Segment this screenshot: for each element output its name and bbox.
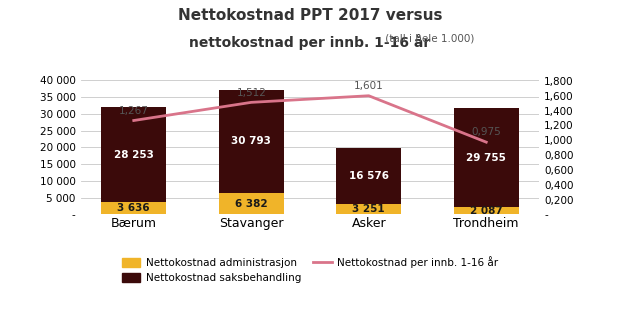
Text: 1,512: 1,512: [236, 88, 266, 98]
Text: Nettokostnad PPT 2017 versus: Nettokostnad PPT 2017 versus: [178, 8, 442, 23]
Text: 16 576: 16 576: [348, 171, 389, 181]
Bar: [219, 193, 283, 214]
Text: 1,601: 1,601: [354, 81, 384, 91]
Text: nettokostnad per innb. 1-16 år: nettokostnad per innb. 1-16 år: [189, 34, 431, 50]
Bar: [337, 204, 401, 214]
Legend: Nettokostnad administrasjon, Nettokostnad saksbehandling, Nettokostnad per innb.: Nettokostnad administrasjon, Nettokostna…: [122, 256, 498, 283]
Bar: [454, 207, 518, 214]
Text: 6 382: 6 382: [235, 199, 268, 209]
Text: 2 087: 2 087: [470, 206, 503, 216]
Text: 3 636: 3 636: [117, 203, 150, 213]
Text: (tall i hele 1.000): (tall i hele 1.000): [382, 34, 474, 44]
Text: 30 793: 30 793: [231, 136, 271, 146]
Text: 3 251: 3 251: [352, 204, 385, 214]
Bar: [454, 108, 518, 207]
Text: 0,975: 0,975: [471, 127, 501, 137]
Bar: [102, 202, 166, 214]
Bar: [102, 108, 166, 202]
Text: 1,267: 1,267: [119, 106, 149, 116]
Text: 28 253: 28 253: [114, 150, 154, 160]
Bar: [337, 148, 401, 204]
Bar: [219, 90, 283, 193]
Text: 29 755: 29 755: [466, 153, 506, 163]
